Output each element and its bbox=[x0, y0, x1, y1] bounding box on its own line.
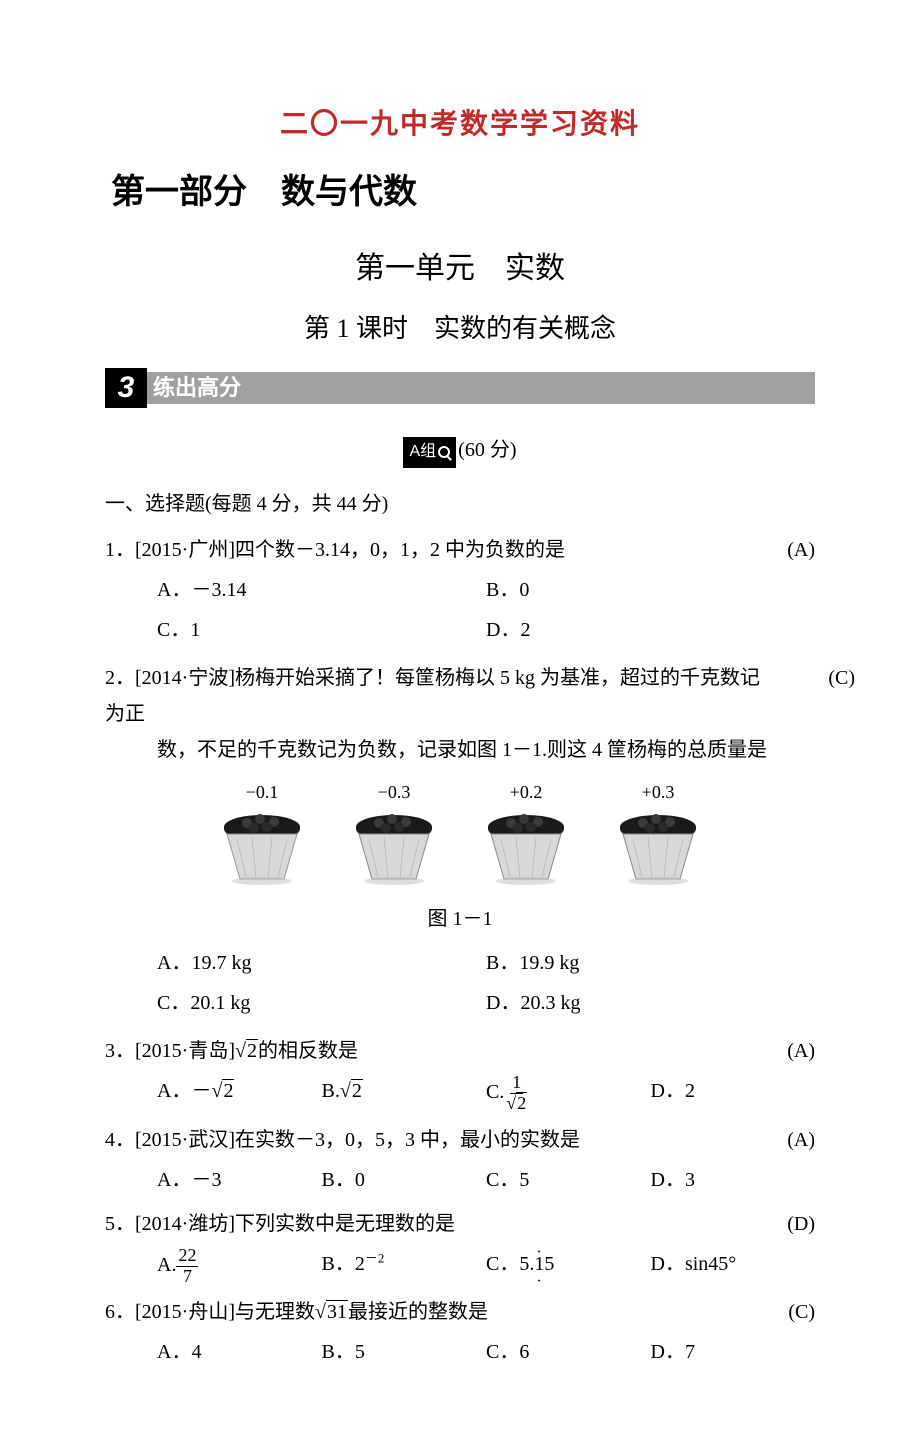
q2-optB: B．19.9 kg bbox=[486, 945, 815, 981]
question-2: 2．[2014·宁波]杨梅开始采摘了！每筐杨梅以 5 kg 为基准，超过的千克数… bbox=[105, 660, 815, 1025]
section-heading: 一、选择题(每题 4 分，共 44 分) bbox=[105, 486, 815, 522]
q2-stem-line2: 数，不足的千克数记为负数，记录如图 1－1.则这 4 筐杨梅的总质量是 bbox=[157, 739, 767, 761]
sqrt-2-icon: 2 bbox=[211, 1073, 234, 1109]
q1-optA: A．－3.14 bbox=[157, 572, 486, 608]
question-3: 3．[2015·青岛]2的相反数是 (A) A．－2 B.2 C.12 D．2 bbox=[105, 1033, 815, 1114]
basket-icon bbox=[344, 809, 444, 887]
banner-text: 练出高分 bbox=[153, 372, 241, 404]
q6-answer: (C) bbox=[788, 1294, 815, 1330]
group-badge: A组 bbox=[403, 437, 456, 468]
basket-icon bbox=[608, 809, 708, 887]
q3-answer: (A) bbox=[787, 1033, 815, 1069]
question-5: 5．[2014·潍坊]下列实数中是无理数的是 (D) A.227 B．2－2 C… bbox=[105, 1206, 815, 1287]
q1-answer: (A) bbox=[787, 532, 815, 568]
q2-optA: A．19.7 kg bbox=[157, 945, 486, 981]
basket-icon bbox=[476, 809, 576, 887]
basket-figure: −0.1 −0.3 bbox=[105, 776, 815, 897]
q1-optB: B．0 bbox=[486, 572, 815, 608]
magnifier-icon bbox=[438, 446, 450, 458]
basket-2: −0.3 bbox=[344, 776, 444, 897]
fraction-icon: 12 bbox=[504, 1073, 529, 1114]
group-badge-label: A组 bbox=[409, 443, 436, 460]
q3-optD: D．2 bbox=[651, 1073, 816, 1114]
basket-2-label: −0.3 bbox=[344, 776, 444, 808]
question-4: 4．[2015·武汉]在实数－3，0，5，3 中，最小的实数是 (A) A．－3… bbox=[105, 1122, 815, 1198]
group-points: (60 分) bbox=[458, 439, 516, 461]
q3-optC: C.12 bbox=[486, 1073, 651, 1114]
q4-optB: B．0 bbox=[322, 1162, 487, 1198]
basket-1-label: −0.1 bbox=[212, 776, 312, 808]
basket-icon bbox=[212, 809, 312, 887]
q5-optC: C．5.15 bbox=[486, 1246, 651, 1287]
q3-optA: A．－2 bbox=[157, 1073, 322, 1114]
q6-optA: A．4 bbox=[157, 1334, 322, 1370]
main-title: 二〇一九中考数学学习资料 bbox=[105, 100, 815, 150]
q4-optD: D．3 bbox=[651, 1162, 816, 1198]
q5-optB: B．2－2 bbox=[322, 1246, 487, 1287]
q1-optC: C．1 bbox=[157, 612, 486, 648]
q6-stem-suffix: 最接近的整数是 bbox=[348, 1301, 488, 1323]
basket-1: −0.1 bbox=[212, 776, 312, 897]
fraction-icon: 227 bbox=[176, 1246, 198, 1287]
banner-number: 3 bbox=[105, 368, 147, 408]
q4-optA: A．－3 bbox=[157, 1162, 322, 1198]
basket-4-label: +0.3 bbox=[608, 776, 708, 808]
q2-answer: (C) bbox=[828, 660, 855, 696]
basket-3: +0.2 bbox=[476, 776, 576, 897]
q4-stem: 4．[2015·武汉]在实数－3，0，5，3 中，最小的实数是 bbox=[105, 1129, 580, 1151]
q4-answer: (A) bbox=[787, 1122, 815, 1158]
unit-title: 第一单元 实数 bbox=[105, 242, 815, 296]
lesson-title: 第 1 课时 实数的有关概念 bbox=[105, 306, 815, 353]
question-6: 6．[2015·舟山]与无理数31最接近的整数是 (C) A．4 B．5 C．6… bbox=[105, 1294, 815, 1370]
q2-optC: C．20.1 kg bbox=[157, 985, 486, 1021]
q2-optD: D．20.3 kg bbox=[486, 985, 815, 1021]
q1-stem: 1．[2015·广州]四个数－3.14，0，1，2 中为负数的是 bbox=[105, 539, 565, 561]
q5-optA: A.227 bbox=[157, 1246, 322, 1287]
q3-stem-suffix: 的相反数是 bbox=[258, 1040, 358, 1062]
sqrt-2-icon: 2 bbox=[340, 1073, 363, 1109]
question-1: 1．[2015·广州]四个数－3.14，0，1，2 中为负数的是 (A) A．－… bbox=[105, 532, 815, 652]
q5-stem: 5．[2014·潍坊]下列实数中是无理数的是 bbox=[105, 1213, 455, 1235]
practice-banner: 3 练出高分 bbox=[105, 372, 815, 404]
q4-optC: C．5 bbox=[486, 1162, 651, 1198]
part-title: 第一部分 数与代数 bbox=[111, 162, 815, 223]
basket-3-label: +0.2 bbox=[476, 776, 576, 808]
q5-optD: D．sin45° bbox=[651, 1246, 816, 1287]
q5-answer: (D) bbox=[787, 1206, 815, 1242]
q3-optB: B.2 bbox=[322, 1073, 487, 1114]
q2-stem-line1: 2．[2014·宁波]杨梅开始采摘了！每筐杨梅以 5 kg 为基准，超过的千克数… bbox=[105, 667, 760, 725]
q6-stem-prefix: 6．[2015·舟山]与无理数 bbox=[105, 1301, 315, 1323]
q1-optD: D．2 bbox=[486, 612, 815, 648]
q6-optC: C．6 bbox=[486, 1334, 651, 1370]
sqrt-2-icon: 2 bbox=[235, 1033, 258, 1069]
basket-4: +0.3 bbox=[608, 776, 708, 897]
group-line: A组 (60 分) bbox=[105, 432, 815, 468]
sqrt-31-icon: 31 bbox=[315, 1294, 348, 1330]
repeating-decimal: 15 bbox=[534, 1253, 554, 1275]
q2-fig-caption: 图 1－1 bbox=[105, 901, 815, 937]
q6-optD: D．7 bbox=[651, 1334, 816, 1370]
q6-optB: B．5 bbox=[322, 1334, 487, 1370]
q3-stem-prefix: 3．[2015·青岛] bbox=[105, 1040, 235, 1062]
